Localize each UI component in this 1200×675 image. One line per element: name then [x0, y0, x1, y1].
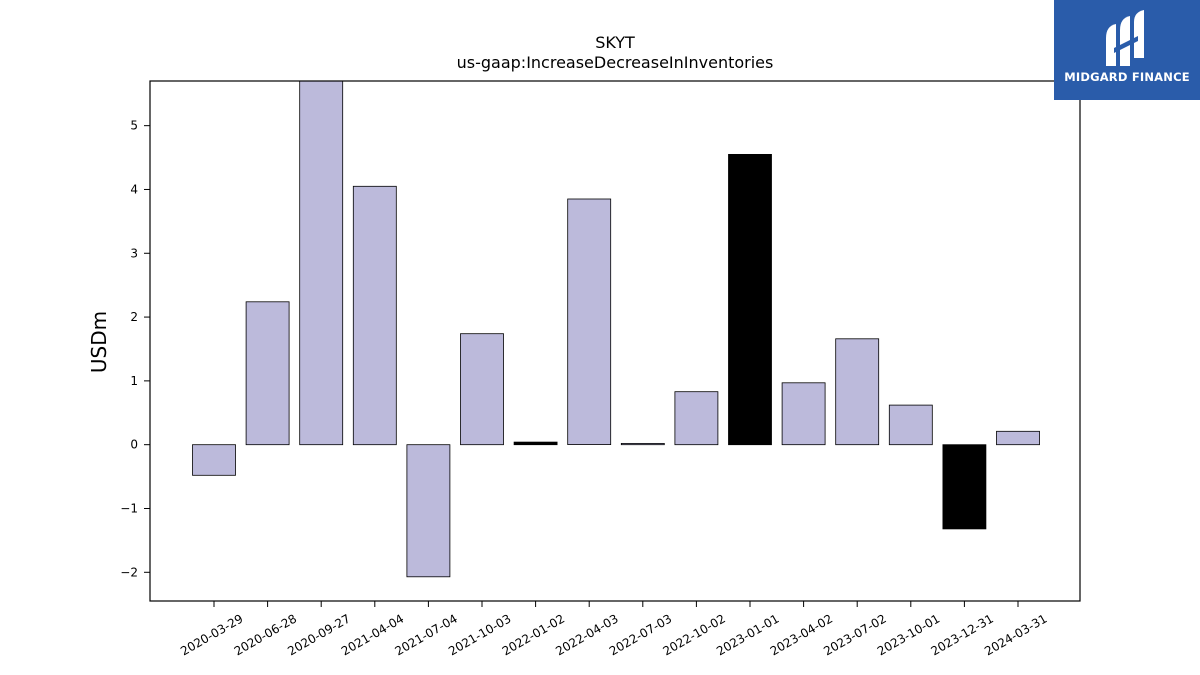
brand-logo: MIDGARD FINANCE: [1054, 0, 1200, 100]
bar-2023-04-02: [781, 382, 826, 446]
y-tick-label: 1: [130, 374, 138, 388]
bar-2021-10-03: [460, 333, 504, 446]
y-tick-label: −1: [120, 501, 138, 515]
bar-2020-06-28: [245, 301, 290, 446]
y-axis-label: USDm: [87, 311, 111, 373]
bar-2021-04-04: [352, 185, 397, 446]
chart-title: SKYT: [595, 33, 635, 52]
bar-2023-10-01: [888, 404, 933, 446]
y-tick-label: −2: [120, 565, 138, 579]
y-tick-label: 3: [130, 246, 138, 260]
logo-text: MIDGARD FINANCE: [1064, 70, 1190, 84]
y-tick-label: 2: [130, 310, 138, 324]
y-tick-label: 0: [130, 438, 138, 452]
y-tick-label: 4: [130, 182, 138, 196]
bar-2020-03-29: [192, 444, 236, 476]
bar-2021-07-04: [406, 444, 451, 578]
bar-2022-10-02: [674, 391, 719, 446]
plot-frame: [149, 80, 1081, 602]
bar-2023-12-31: [942, 444, 987, 530]
bar-2022-04-03: [567, 198, 612, 446]
logo-mark-icon: [1106, 10, 1144, 66]
chart-subtitle: us-gaap:IncreaseDecreaseInInventories: [457, 53, 774, 72]
bar-2022-07-03: [620, 442, 665, 446]
bar-2024-03-31: [996, 430, 1040, 446]
bar-2020-09-27: [299, 81, 344, 446]
bar-2023-07-02: [835, 338, 880, 446]
y-tick-label: 5: [130, 119, 138, 133]
bar-2022-01-02: [513, 441, 558, 446]
bar-2023-01-01: [728, 153, 772, 446]
